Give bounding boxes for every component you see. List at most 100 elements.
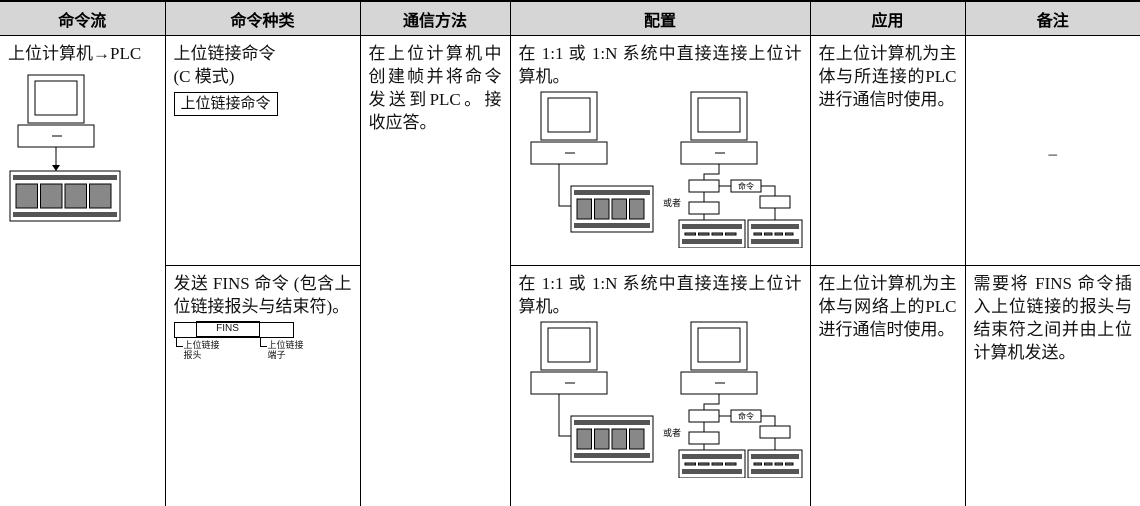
config-text: 在 1:1 或 1:N 系统中直接连接上位计算机。 [518,274,802,316]
cell: 在上位计算机为主体与所连接的PLC进行通信时使用。 [809,35,965,266]
plc-io [774,232,783,236]
note-text: 需要将 FINS 命令插入上位链接的报头与结束符之间并由上位计算机发送。 [973,274,1133,362]
screen [697,97,740,133]
plc-strip [681,239,742,244]
plc-io [711,462,723,466]
plc-strip [681,469,742,474]
arrow [52,165,60,171]
plc-strip [750,469,799,474]
cmd-label: 命令 [738,181,754,191]
plc-io [40,183,63,209]
frame-box [173,322,294,338]
note-text: – [1048,144,1058,163]
fins-box: FINS [195,321,260,337]
plc-io [15,183,38,209]
plc-io [628,428,644,450]
row: 发送 FINS 命令 (包含上位链接报头与结束符)。 FINS 上位链接报头 上… [0,265,1140,506]
cmd-box [730,409,761,423]
plc-io [628,198,644,220]
cable [703,394,719,410]
plc-strip [681,224,742,229]
plc-io [774,462,783,466]
cable [703,208,775,220]
plc-io [593,198,609,220]
use-text: 在上位计算机为主体与网络上的PLC进行通信时使用。 [818,274,957,339]
node [759,195,790,209]
cell: 在 1:1 或 1:N 系统中直接连接上位计算机。 或者 命令 [509,265,810,506]
plc-io [784,232,793,236]
plc-io [611,198,627,220]
header-cell: 配置 [509,1,810,36]
plc-io [89,183,112,209]
header-cell: 备注 [964,1,1140,36]
cell: 上位计算机→PLC [0,36,165,506]
cell: 上位链接命令 (C 模式) 上位链接命令 [164,35,360,266]
cell: 在上位计算机为主体与网络上的PLC进行通信时使用。 [809,265,965,506]
cell: 发送 FINS 命令 (包含上位链接报头与结束符)。 FINS 上位链接报头 上… [164,265,360,506]
cell: 需要将 FINS 命令插入上位链接的报头与结束符之间并由上位计算机发送。 [964,265,1140,506]
screen [547,327,590,363]
screen [34,80,78,116]
kind-box: 上位链接命令 [173,92,278,116]
screen [547,97,590,133]
plc-io [753,232,762,236]
pointer [175,338,183,347]
plc-io [697,462,709,466]
header-cell: 命令种类 [164,1,360,36]
plc-io [576,198,592,220]
method-text: 在上位计算机中创建帧并将命令发送到PLC。接收应答。 [368,44,502,132]
header-cell: 命令流 [0,1,165,36]
header-cell: 通信方法 [359,1,510,36]
plc-strip [750,239,799,244]
flow-diagram [9,74,121,222]
plc-io [753,462,762,466]
flow-text: 上位计算机→PLC [8,44,142,63]
plc-io [784,462,793,466]
plc-io [724,232,736,236]
kind-mode: (C 模式) [173,67,235,86]
terminator-label: 上位链接端子 [267,340,304,360]
cell: – [964,35,1140,266]
cable [558,164,571,207]
node [688,201,719,215]
cable [703,438,775,450]
kind-text: 发送 FINS 命令 (包含上位链接报头与结束符)。 [173,274,352,316]
config-diagram: 或者 命令 [530,91,802,249]
node [688,431,719,445]
node [688,179,719,193]
plc-strip [573,453,650,458]
or-label: 或者 [663,197,681,208]
row: 上位计算机→PLC 上位链接命令 (C 模式) 上位链接命令 在上位计算机中创建… [0,35,1140,506]
plc-io [593,428,609,450]
plc-strip [13,212,117,217]
config-text: 在 1:1 或 1:N 系统中直接连接上位计算机。 [518,44,802,86]
config-diagram: 或者 命令 [530,321,802,479]
cable [703,164,719,180]
header-row: 命令流 命令种类 通信方法 配置 应用 备注 [0,1,1140,36]
plc-io [711,232,723,236]
cable [558,394,571,437]
plc-strip [573,190,650,195]
cell: 在 1:1 或 1:N 系统中直接连接上位计算机。 或者 命令 [509,35,810,266]
plc-io [684,462,696,466]
header-cell: 应用 [809,1,965,36]
pointer [259,338,267,347]
plc-io [64,183,87,209]
plc-strip [573,223,650,228]
fins-diagram: FINS 上位链接报头 上位链接端子 [173,321,352,370]
use-text: 在上位计算机为主体与所连接的PLC进行通信时使用。 [818,44,957,109]
plc-io [684,232,696,236]
cmd-label: 命令 [738,411,754,421]
plc-strip [750,224,799,229]
or-label: 或者 [663,427,681,438]
cmd-box [730,179,761,193]
header-label: 上位链接报头 [183,340,220,360]
node [688,409,719,423]
plc-io [763,232,772,236]
kind-text: 上位链接命令 [173,44,276,63]
plc-io [576,428,592,450]
plc-io [697,232,709,236]
screen [697,327,740,363]
